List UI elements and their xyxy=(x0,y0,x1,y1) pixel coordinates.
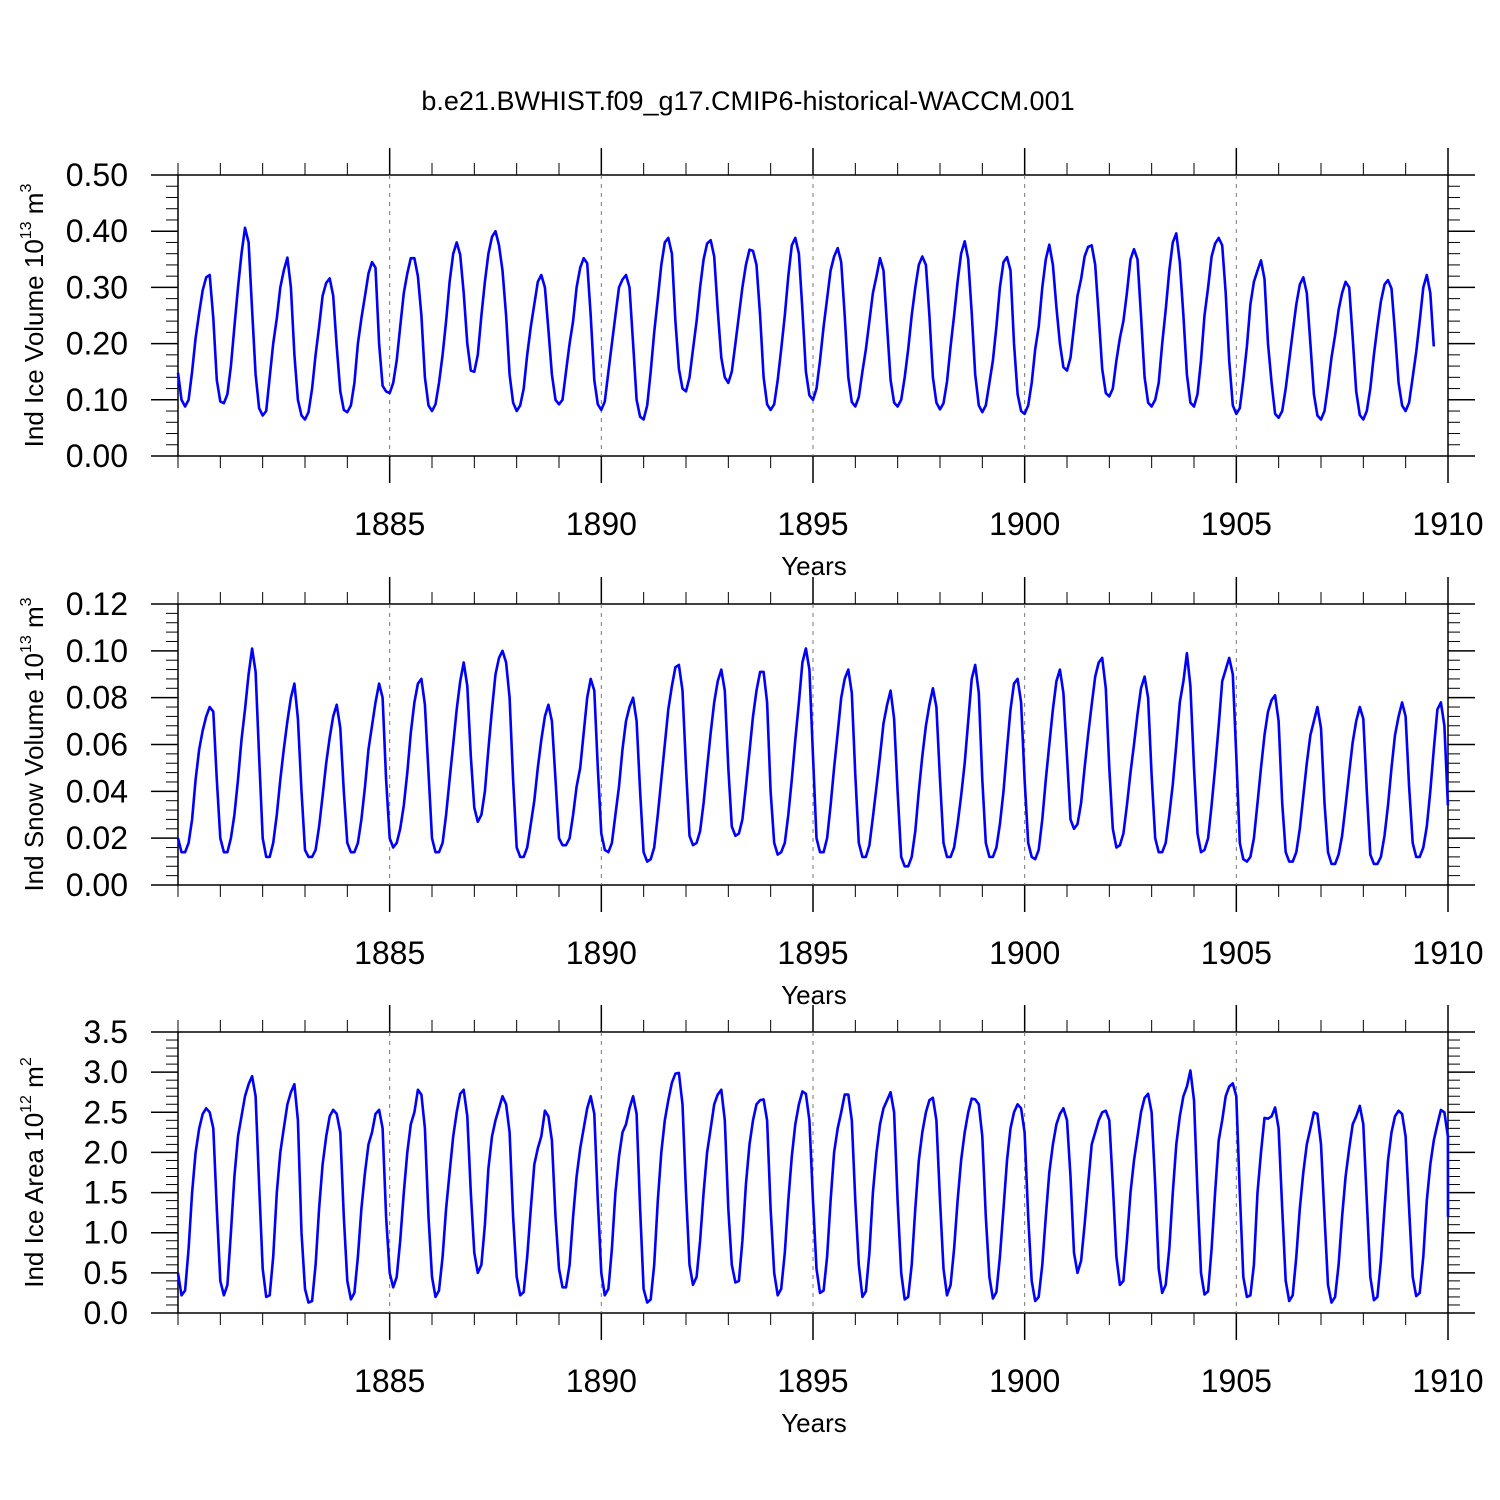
y-axis-label: Ind Ice Volume 1013 m3 xyxy=(18,184,49,448)
x-tick-label: 1900 xyxy=(989,935,1060,971)
figure-title: b.e21.BWHIST.f09_g17.CMIP6-historical-WA… xyxy=(421,86,1074,116)
y-tick-label: 0.10 xyxy=(66,382,128,418)
x-tick-label: 1895 xyxy=(777,935,848,971)
y-tick-label: 2.5 xyxy=(84,1094,128,1130)
y-tick-label: 0.04 xyxy=(66,773,128,809)
series-line-1 xyxy=(176,1069,1450,1304)
x-tick-label: 1910 xyxy=(1412,1363,1483,1399)
x-tick-label: 1905 xyxy=(1201,1363,1272,1399)
x-tick-label: 1910 xyxy=(1412,506,1483,542)
x-tick-label: 1885 xyxy=(354,1363,425,1399)
y-tick-label: 0.0 xyxy=(84,1295,128,1331)
x-tick-label: 1890 xyxy=(566,506,637,542)
chart-panel-3: 1885 1890 1895 1900 1905 1910 0.0 0.5 1.0 1.5 2.0 2… xyxy=(18,1005,1484,1438)
y-tick-label: 0.20 xyxy=(66,326,128,362)
y-tick-label: 0.02 xyxy=(66,820,128,856)
x-axis-label: Years xyxy=(781,980,847,1010)
y-tick-label: 0.00 xyxy=(66,438,128,474)
y-tick-label: 0.06 xyxy=(66,727,128,763)
y-tick-label: 0.10 xyxy=(66,633,128,669)
y-tick-label: 3.5 xyxy=(84,1014,128,1050)
y-tick-label: 0.00 xyxy=(66,867,128,903)
y-tick-label: 3.0 xyxy=(84,1054,128,1090)
x-tick-label: 1885 xyxy=(354,506,425,542)
x-axis-label: Years xyxy=(781,1408,847,1438)
y-axis-label: Ind Ice Area 1012 m2 xyxy=(18,1057,49,1288)
x-tick-label: 1905 xyxy=(1201,935,1272,971)
y-tick-label: 0.5 xyxy=(84,1255,128,1291)
y-tick-label: 0.50 xyxy=(66,157,128,193)
y-tick-label: 0.08 xyxy=(66,680,128,716)
y-tick-label: 0.30 xyxy=(66,269,128,305)
series-line-1 xyxy=(176,647,1450,868)
y-tick-label: 0.40 xyxy=(66,213,128,249)
y-tick-label: 2.0 xyxy=(84,1134,128,1170)
x-axis-label: Years xyxy=(781,551,847,581)
x-tick-label: 1890 xyxy=(566,1363,637,1399)
x-tick-label: 1885 xyxy=(354,935,425,971)
y-tick-label: 0.12 xyxy=(66,586,128,622)
x-tick-label: 1905 xyxy=(1201,506,1272,542)
x-tick-label: 1895 xyxy=(777,506,848,542)
x-tick-label: 1910 xyxy=(1412,935,1483,971)
chart-panel-2: 1885 1890 1895 1900 1905 1910 0.00 0.02 0.04 0.06… xyxy=(18,577,1484,1010)
x-tick-label: 1895 xyxy=(777,1363,848,1399)
y-axis-label: Ind Snow Volume 1013 m3 xyxy=(18,597,49,891)
series-line-1 xyxy=(176,226,1436,421)
y-tick-label: 1.0 xyxy=(84,1215,128,1251)
x-tick-label: 1900 xyxy=(989,506,1060,542)
x-tick-label: 1900 xyxy=(989,1363,1060,1399)
chart-panel-1: 1885 1890 1895 1900 1905 1910 0.00 0.10 0.20 0.30… xyxy=(18,148,1484,581)
y-tick-label: 1.5 xyxy=(84,1175,128,1211)
x-tick-label: 1890 xyxy=(566,935,637,971)
